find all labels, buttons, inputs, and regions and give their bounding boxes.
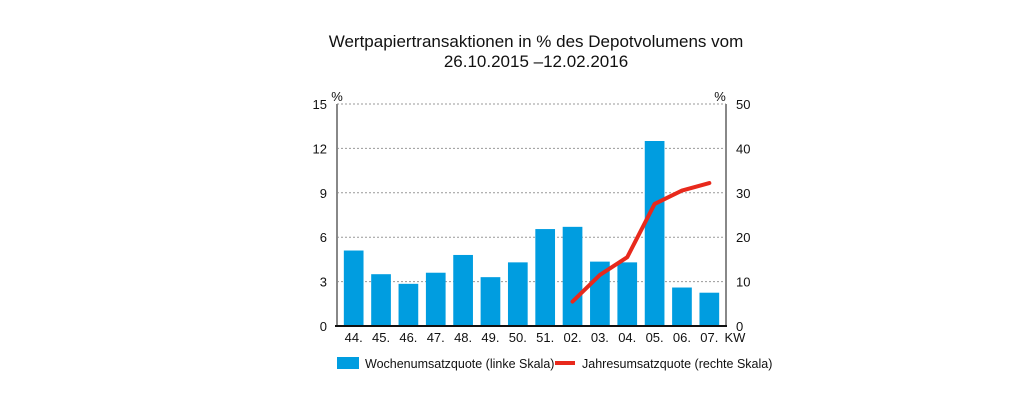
- right-tick-label: 30: [736, 186, 750, 201]
- x-tick-label: 02.: [563, 330, 581, 345]
- x-tick-label: 48.: [454, 330, 472, 345]
- x-tick-label: 46.: [399, 330, 417, 345]
- bar: [453, 254, 473, 326]
- x-tick-label: 04.: [618, 330, 636, 345]
- x-tick-label: 06.: [673, 330, 691, 345]
- right-tick-label: 0: [736, 319, 743, 334]
- legend-label-bar: Wochenumsatzquote (linke Skala): [365, 357, 554, 371]
- left-axis-unit: %: [331, 89, 343, 104]
- left-tick-label: 15: [313, 97, 327, 112]
- left-tick-label: 3: [320, 275, 327, 290]
- x-tick-label: 45.: [372, 330, 390, 345]
- bar: [398, 283, 419, 326]
- right-axis-unit: %: [714, 89, 726, 104]
- bar: [617, 262, 638, 326]
- x-tick-label: 47.: [427, 330, 445, 345]
- bar: [343, 250, 364, 326]
- x-tick-label: 51.: [536, 330, 554, 345]
- chart-title-line2: 26.10.2015 –12.02.2016: [443, 52, 629, 71]
- x-tick-label: 44.: [345, 330, 363, 345]
- bar: [562, 226, 583, 326]
- x-axis-label: KW: [725, 330, 747, 345]
- legend-swatch-bar: [337, 357, 359, 369]
- bar: [480, 277, 501, 326]
- x-tick-label: 07.: [700, 330, 718, 345]
- right-tick-label: 50: [736, 97, 750, 112]
- x-tick-label: 50.: [509, 330, 527, 345]
- bar: [507, 262, 528, 326]
- x-tick-label: 03.: [591, 330, 609, 345]
- left-tick-label: 9: [320, 186, 327, 201]
- bar: [371, 274, 391, 326]
- right-tick-label: 20: [736, 230, 750, 245]
- right-tick-label: 40: [736, 141, 750, 156]
- left-tick-label: 6: [320, 230, 327, 245]
- right-tick-label: 10: [736, 275, 750, 290]
- line-series: [570, 181, 712, 304]
- bar: [672, 287, 692, 326]
- legend-label-line: Jahresumsatzquote (rechte Skala): [582, 357, 772, 371]
- x-tick-label: 49.: [481, 330, 499, 345]
- left-tick-label: 0: [320, 319, 327, 334]
- bar: [699, 292, 720, 326]
- left-tick-label: 12: [313, 141, 327, 156]
- chart-title-line1: Wertpapiertransaktionen in % des Depotvo…: [328, 32, 744, 51]
- bar: [644, 141, 665, 326]
- x-tick-label: 05.: [646, 330, 664, 345]
- bar: [425, 272, 446, 326]
- bar: [535, 229, 556, 326]
